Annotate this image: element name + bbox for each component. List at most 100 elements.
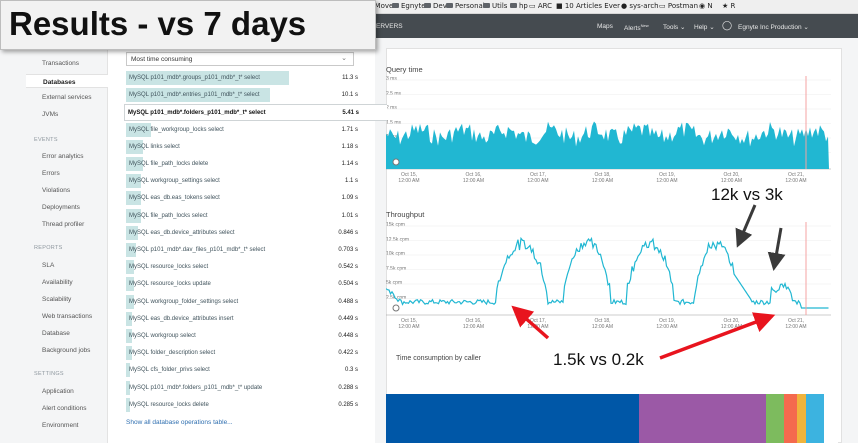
bookmark-dev[interactable]: Dev (424, 2, 447, 10)
operation-value: 0.448 s (338, 333, 358, 339)
operation-row[interactable]: MySQL file_workgroup_locks select 1.71 s (126, 122, 360, 139)
operation-name: MySQL p101_mdb*.folders_p101_mdb*_t* upd… (129, 384, 263, 391)
nav-deployments[interactable]: Deployments (42, 204, 80, 211)
time-consumption-title: Time consumption by caller (396, 355, 481, 362)
operation-name: MySQL workgroup_folder_settings select (129, 298, 239, 305)
bookmark-arc[interactable]: ▭ ARC (529, 2, 553, 10)
folder-icon (510, 3, 517, 8)
nav-databases[interactable]: Databases (26, 74, 108, 88)
operation-value: 0.288 s (338, 384, 358, 391)
operation-row[interactable]: MySQL resource_locks delete 0.285 s (126, 397, 360, 414)
throughput-chart[interactable] (386, 222, 831, 318)
nav-sla[interactable]: SLA (42, 262, 55, 269)
operation-row[interactable]: MySQL workgroup_settings select 1.1 s (126, 173, 360, 190)
operation-row[interactable]: MySQL file_path_locks delete 1.14 s (126, 156, 360, 173)
operation-row[interactable]: MySQL eas_db.device_attributes insert 0.4… (126, 311, 360, 328)
y-tick-label: 15k cpm (386, 222, 405, 228)
x-tick-label: Oct 19, 12:00 AM (647, 172, 687, 184)
sort-select[interactable]: Most time consuming ⌄ (126, 52, 354, 66)
nav-jvms[interactable]: JVMs (42, 111, 59, 118)
bookmark-move[interactable]: -Move (372, 2, 394, 10)
operation-row[interactable]: MySQL workgroup_folder_settings select 0.… (126, 294, 360, 311)
y-tick-label: 10k cpm (386, 251, 405, 257)
time-consumption-segment[interactable] (386, 394, 640, 443)
operation-row[interactable]: MySQL resource_locks select 0.542 s (126, 259, 360, 276)
operation-row[interactable]: MySQL p101_mdb*.folders_p101_mdb*_t* upd… (126, 380, 360, 397)
sort-select-value: Most time consuming (131, 56, 193, 63)
page-icon: ★ (722, 2, 731, 10)
x-tick-time: 12:00 AM (398, 178, 420, 184)
operation-row[interactable]: MySQL file_path_locks select 1.01 s (126, 208, 360, 225)
nav-availability[interactable]: Availability (42, 279, 73, 286)
time-consumption-bar[interactable] (386, 394, 838, 443)
operation-row[interactable]: MySQL folder_description select 0.422 s (126, 345, 360, 362)
time-consumption-segment[interactable] (639, 394, 766, 443)
operation-row[interactable]: MySQL eas_db.device_attributes select 0.8… (126, 225, 360, 242)
x-tick-time: 12:00 AM (462, 178, 485, 184)
time-consumption-segment[interactable] (783, 394, 798, 443)
chart-toggle-icon[interactable] (392, 304, 400, 312)
operation-name: MySQL cfs_folder_privs select (129, 367, 210, 374)
nav-web-transactions[interactable]: Web transactions (42, 313, 93, 320)
nav-environment[interactable]: Environment (42, 422, 79, 429)
nav-alert-conditions[interactable]: Alert conditions (42, 405, 87, 412)
operation-row[interactable]: MySQL cfs_folder_privs select 0.3 s (126, 362, 360, 379)
x-tick-date: Oct 19, (658, 172, 676, 178)
operation-name: MySQL resource_locks delete (129, 401, 209, 408)
account-menu[interactable]: Egnyte Inc Production ⌄ (738, 24, 809, 31)
bookmark-n[interactable]: ◉ N (699, 2, 713, 10)
operation-row[interactable]: MySQL resource_locks update 0.504 s (126, 276, 360, 293)
operation-time-bar (126, 277, 134, 292)
nav-violations[interactable]: Violations (42, 187, 71, 194)
x-tick-date: Oct 16, (465, 172, 482, 178)
operation-row[interactable]: MySQL eas_db.eas_tokens select 1.09 s (126, 190, 360, 207)
alerts-link[interactable]: AlertsNew (624, 23, 649, 33)
operation-row[interactable]: MySQL p101_mdb*.groups_p101_mdb*_t* sele… (126, 70, 360, 87)
bookmark-articles[interactable]: ■ 10 Articles Ever (556, 2, 621, 10)
x-tick-date: Oct 18, (594, 318, 611, 324)
show-all-operations-link[interactable]: Show all database operations table... (126, 419, 233, 426)
bookmark-utils[interactable]: Utils (483, 2, 507, 10)
time-consumption-segment[interactable] (806, 394, 825, 443)
bookmark-sys-arch[interactable]: ● sys-arch (621, 2, 659, 10)
x-tick-label: Oct 17, 12:00 AM (518, 172, 558, 184)
operation-time-bar (126, 243, 136, 257)
nav-thread-profiler[interactable]: Thread profiler (42, 221, 85, 228)
nav-database-report[interactable]: Database (42, 330, 70, 337)
operation-row[interactable]: MySQL workgroup select 0.448 s (126, 328, 360, 345)
section-label: ERVERS (376, 23, 403, 30)
chart-toggle-icon[interactable] (392, 158, 400, 166)
operation-time-bar (126, 294, 134, 309)
account-icon[interactable]: ◯ (722, 20, 733, 30)
bookmark-egnyte[interactable]: Egnyte (392, 2, 426, 10)
maps-link[interactable]: Maps (597, 23, 613, 30)
x-tick-time: 12:00 AM (785, 324, 807, 330)
x-tick-date: Oct 17, (529, 172, 547, 178)
operation-row[interactable]: MySQL links select 1.18 s (126, 139, 360, 156)
nav-application[interactable]: Application (42, 388, 74, 395)
operation-value: 0.504 s (338, 281, 358, 288)
operation-row[interactable]: MySQL p101_mdb*.folders_p101_mdb*_t* sel… (124, 104, 387, 122)
nav-errors[interactable]: Errors (42, 170, 60, 177)
help-menu[interactable]: Help ⌄ (694, 24, 715, 31)
nav-scalability[interactable]: Scalability (42, 296, 72, 303)
nav-external-services[interactable]: External services (42, 94, 92, 101)
bookmark-personal[interactable]: Personal (446, 2, 485, 10)
time-consumption-segment[interactable] (797, 394, 807, 443)
operation-row[interactable]: MySQL p101_mdb*.entries_p101_mdb*_t* sel… (126, 87, 360, 104)
operation-row[interactable]: MySQL p101_mdb*.dav_files_p101_mdb*_t* s… (126, 242, 360, 259)
query-time-chart[interactable] (386, 76, 831, 172)
operation-time-bar (126, 260, 134, 275)
nav-transactions[interactable]: Transactions (42, 60, 79, 67)
bookmark-hp[interactable]: hp (510, 2, 528, 10)
nav-background-jobs[interactable]: Background jobs (42, 347, 91, 354)
bookmark-r[interactable]: ★ R (722, 2, 736, 10)
nav-error-analytics[interactable]: Error analytics (42, 153, 84, 160)
bookmark-postman[interactable]: ▭ Postman (659, 2, 699, 10)
page-icon: ◉ (699, 2, 708, 10)
time-consumption-segment[interactable] (765, 394, 784, 443)
tools-menu[interactable]: Tools ⌄ (663, 24, 686, 31)
time-consumption-segment[interactable] (824, 394, 838, 443)
x-tick-time: 12:00 AM (591, 324, 614, 330)
x-tick-label: Oct 18, 12:00 AM (583, 318, 623, 330)
